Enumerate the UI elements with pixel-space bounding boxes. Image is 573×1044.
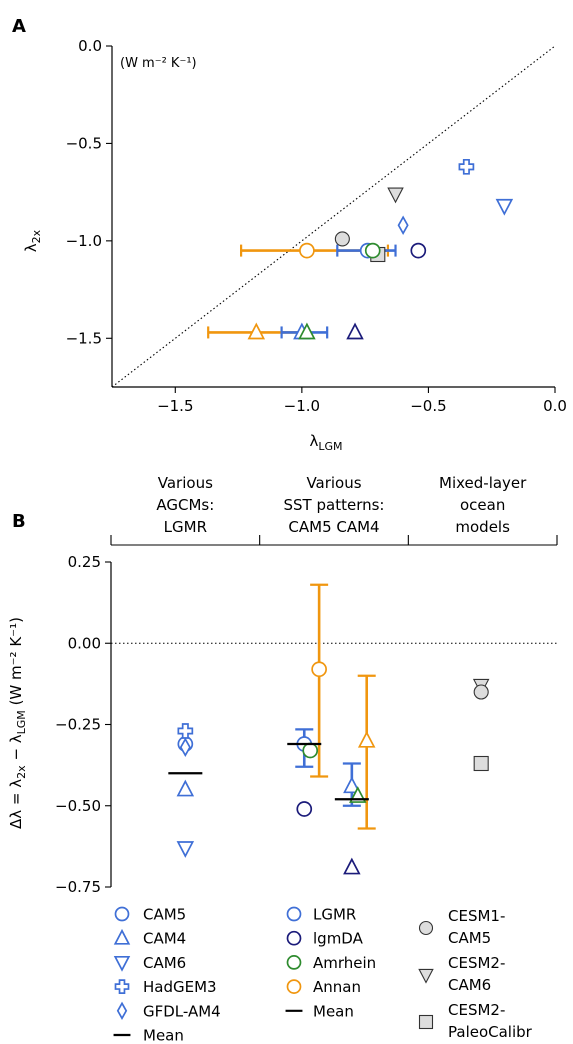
panel-a-plot-area: −1.5 −1.0 −0.5 0.0 0.0 −0.5 −1.0 −1.5 [66, 37, 567, 415]
legend-marker-lgmr [286, 906, 302, 922]
legend-marker-cesm2-paleocalibr [418, 1014, 434, 1030]
legend-marker-gfdl-am4 [116, 1001, 128, 1021]
legend-label-lgmr: LGMR [313, 906, 356, 924]
panel-a-x-tick-label: −1.0 [284, 397, 320, 415]
panel-a: A −1.5 −1.0 −0.5 0.0 0.0 −0.5 −1.0 −1.5 (W m⁻² … [12, 16, 567, 453]
panel-a-y-tick-label: 0.0 [78, 37, 102, 55]
panel-b-label: B [12, 511, 26, 532]
panel-a-y-tick-label: −0.5 [66, 134, 102, 152]
point-hadgem3 [458, 158, 475, 175]
point-cam4-amrhein [298, 322, 316, 340]
legend-label-cam6: CAM6 [143, 954, 186, 972]
legend-marker-cesm1-cam5 [418, 920, 434, 936]
legend-label-cesm2-paleocalibr: CESM2- [448, 1001, 505, 1019]
point-cam4 [176, 779, 195, 797]
panel-b-y-tick-label: −0.75 [55, 878, 101, 896]
point-cam4-lgmr [343, 776, 361, 794]
point-cam4-lgmda [346, 322, 364, 340]
point-cesm2-cam6 [387, 187, 404, 204]
group-header-line: models [455, 518, 510, 536]
point-cam5-amrhein [364, 242, 381, 259]
legend-label-cesm2-cam6: CESM2- [448, 954, 505, 972]
point-cam4-lgmda [343, 857, 361, 875]
group-header-line: ocean [460, 496, 505, 514]
group-header-line: AGCMs: [156, 496, 214, 514]
legend-label-mean: Mean [143, 1027, 184, 1044]
group-header-line: SST patterns: [284, 496, 385, 514]
panel-b-plot-area: 0.25 0.00 −0.25 −0.50 −0.75 [55, 553, 557, 896]
point-cam4-annan [247, 322, 266, 340]
panel-b-ylabel: Δλ = λ2x − λLGM (W m⁻² K⁻¹) [7, 617, 28, 829]
group-header-line: Various [158, 474, 213, 492]
panel-a-unit-label: (W m⁻² K⁻¹) [120, 56, 197, 71]
panel-a-label: A [12, 16, 26, 37]
panel-b-y-tick-label: 0.25 [68, 553, 101, 571]
group-header-line: Mixed-layer [439, 474, 527, 492]
legend-label-lgmda: lgmDA [313, 930, 364, 948]
legend-marker-cam6 [113, 955, 131, 972]
legend-marker-amrhein [286, 955, 302, 970]
legend-label-cam5: CAM5 [143, 906, 186, 924]
panel-a-x-tick-label: 0.0 [543, 397, 567, 415]
one-to-one-line [111, 45, 556, 388]
point-cam6 [176, 841, 195, 858]
legend-label-cesm1-cam5: CAM5 [448, 929, 491, 947]
group-header-line: Various [306, 474, 361, 492]
panel-a-y-tick-label: −1.5 [66, 329, 102, 347]
point-cesm1-cam5 [334, 231, 350, 247]
point-hadgem3 [177, 723, 194, 739]
point-cam5-annan [299, 242, 315, 259]
point-cam4-annan [357, 730, 376, 748]
panel-b: B Various AGCMs: LGMR Various SST patterns: C… [7, 474, 558, 896]
legend-label-hadgem3: HadGEM3 [143, 978, 217, 996]
panel-a-x-tick-label: −1.5 [157, 397, 193, 415]
legend-marker-cesm2-cam6 [418, 968, 434, 984]
panel-b-y-tick-label: −0.50 [55, 797, 101, 815]
panel-a-xlabel: λLGM [309, 432, 342, 453]
legend-marker-lgmda [286, 930, 302, 946]
legend-label-mean: Mean [313, 1002, 354, 1020]
legend-label-annan: Annan [313, 978, 361, 996]
point-cam5-annan [311, 661, 327, 678]
legend-label-cam4: CAM4 [143, 930, 186, 948]
panel-a-y-tick-label: −1.0 [66, 232, 102, 250]
legend-label-amrhein: Amrhein [313, 954, 376, 972]
legend-marker-annan [286, 979, 302, 994]
point-cesm2-paleocalibr [473, 755, 489, 772]
legend-label-gfdl-am4: GFDL-AM4 [143, 1002, 221, 1020]
legend-label-cesm2-cam6: CAM6 [448, 976, 491, 994]
point-gfdl-am4 [179, 737, 191, 758]
point-cam5-amrhein [302, 742, 319, 759]
legend-label-cesm2-paleocalibr: PaleoCalibr [448, 1023, 533, 1041]
group-header-line: LGMR [164, 518, 207, 536]
point-gfdl-am4 [397, 215, 409, 236]
panel-b-y-tick-label: 0.00 [68, 634, 101, 652]
legend: CAM5 CAM4 CAM6 HadGEM3 GFDL-AM4 Mean LGMR lgmDA… [113, 906, 533, 1044]
legend-label-cesm1-cam5: CESM1- [448, 907, 505, 925]
legend-marker-cam4 [113, 928, 131, 945]
legend-marker-hadgem3 [114, 979, 130, 994]
point-cesm1-cam5 [473, 684, 489, 700]
panel-b-group-headers: Various AGCMs: LGMR Various SST patterns: CAM… [110, 474, 558, 546]
panel-a-x-tick-label: −0.5 [410, 397, 446, 415]
point-cam5-lgmda [296, 801, 313, 817]
legend-marker-cam5 [114, 906, 130, 922]
panel-a-ylabel: λ2x [22, 229, 43, 252]
panel-b-y-tick-label: −0.25 [55, 716, 101, 734]
point-cam6 [495, 198, 514, 216]
group-header-line: CAM5 CAM4 [288, 518, 379, 536]
point-cam5-lgmda [410, 242, 427, 259]
